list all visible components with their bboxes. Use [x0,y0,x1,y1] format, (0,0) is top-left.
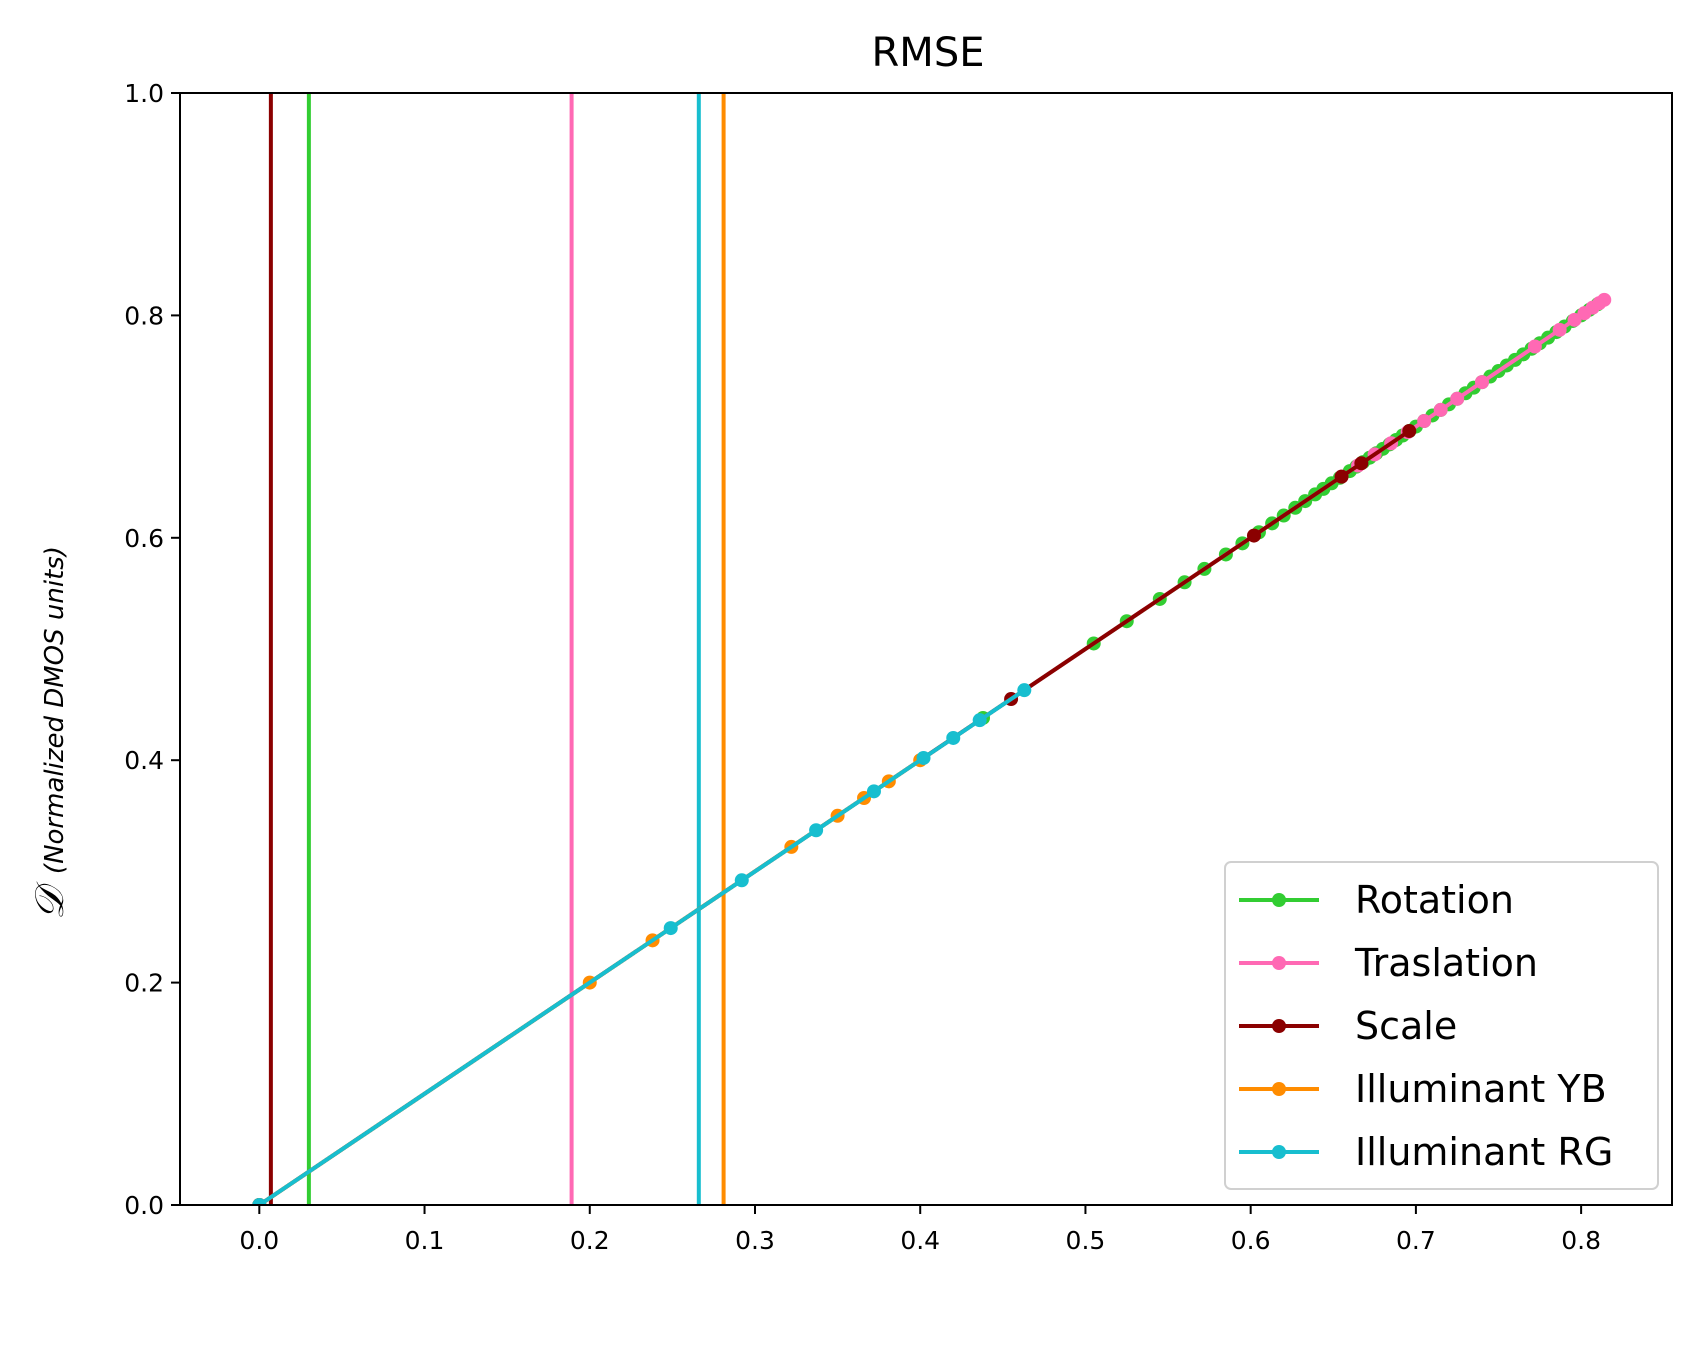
legend-swatch-marker [1272,956,1286,970]
data-point-traslation [1417,414,1432,429]
x-tick-label: 0.1 [405,1226,445,1255]
y-tick-label: 0.6 [124,524,164,553]
plot-inner [252,93,1612,1205]
data-point-scale [1334,469,1349,484]
series-illuminant-rg [252,683,1032,1205]
legend-item-scale: Scale [1239,1004,1457,1048]
legend-item-traslation: Traslation [1239,941,1538,985]
data-point-illuminant-rg [1017,683,1032,698]
x-tick-label: 0.6 [1231,1226,1271,1255]
x-tick-label: 0.0 [239,1226,279,1255]
x-tick-label: 0.5 [1066,1226,1106,1255]
data-point-illuminant-rg [946,730,961,745]
legend-box [1224,861,1659,1190]
legend-item-illuminant-rg: Illuminant RG [1239,1130,1613,1174]
data-point-illuminant-rg [916,750,931,765]
data-point-traslation [1527,339,1542,354]
y-tick-label: 0.8 [124,301,164,330]
data-point-traslation [1567,312,1582,327]
plot-area [252,93,1612,1205]
legend-label: Illuminant RG [1355,1130,1613,1174]
axes: 0.0 0.1 0.2 0.3 0.4 0.5 0.6 0.7 0.8 0.0 0.2 0.4 0.6 0… [124,79,1673,1255]
x-tick-label: 0.3 [735,1226,775,1255]
data-point-traslation [1552,322,1567,337]
chart-title: RMSE [872,30,985,76]
legend-swatch-marker [1272,1082,1286,1096]
x-tick-label: 0.8 [1561,1226,1601,1255]
axes-frame [179,92,1673,1206]
legend-item-illuminant-yb: Illuminant YB [1239,1067,1607,1111]
data-point-illuminant-rg [663,921,678,936]
y-tick-label: 1.0 [124,79,164,108]
legend-label: Illuminant YB [1355,1067,1607,1111]
data-point-traslation [1433,402,1448,417]
x-tick-label: 0.2 [570,1226,610,1255]
data-point-traslation [1474,375,1489,390]
data-point-scale [1402,424,1417,439]
data-point-illuminant-rg [972,713,987,728]
y-axis-unit-label: (Normalized DMOS units) [40,546,70,874]
data-point-illuminant-rg [252,1198,267,1205]
data-point-illuminant-rg [734,873,749,888]
legend-label: Scale [1355,1004,1457,1048]
y-tick-label: 0.2 [124,969,164,998]
data-point-traslation [1597,292,1612,307]
y-tick-label: 0.0 [124,1191,164,1220]
legend-item-rotation: Rotation [1239,878,1514,922]
x-tick-label: 0.7 [1396,1226,1436,1255]
data-point-scale [1354,456,1369,471]
legend-swatch-marker [1272,1145,1286,1159]
legend-swatch-marker [1272,893,1286,907]
data-point-illuminant-rg [809,823,824,838]
legend-label: Rotation [1355,878,1514,922]
data-point-scale [1246,528,1261,543]
legend-swatch-marker [1272,1019,1286,1033]
data-point-traslation [1450,391,1465,406]
y-tick-label: 0.4 [124,746,164,775]
x-tick-label: 0.4 [900,1226,940,1255]
legend-label: Traslation [1354,941,1538,985]
legend: Rotation Traslation Scale Illuminant YB Illu… [1224,861,1659,1190]
data-point-illuminant-rg [866,784,881,799]
